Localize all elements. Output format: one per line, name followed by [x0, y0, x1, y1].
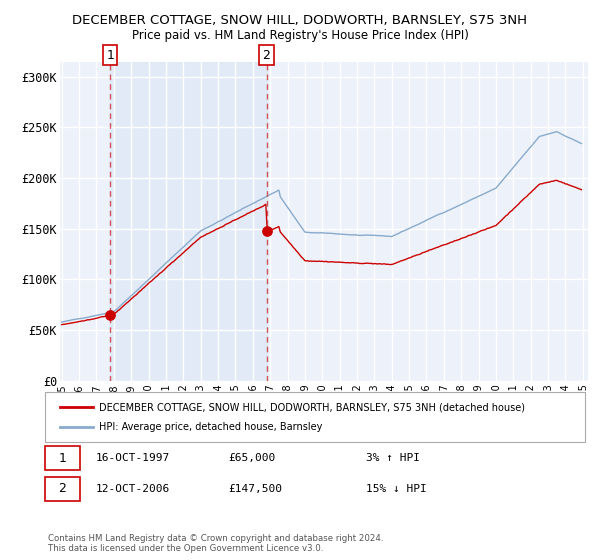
Text: Price paid vs. HM Land Registry's House Price Index (HPI): Price paid vs. HM Land Registry's House … [131, 29, 469, 42]
Text: 2: 2 [58, 482, 67, 496]
Text: HPI: Average price, detached house, Barnsley: HPI: Average price, detached house, Barn… [99, 422, 322, 432]
Point [106, 310, 115, 319]
Text: £147,500: £147,500 [228, 484, 282, 494]
Text: 16-OCT-1997: 16-OCT-1997 [96, 453, 170, 463]
Bar [110, 62, 266, 381]
Text: 15% ↓ HPI: 15% ↓ HPI [366, 484, 427, 494]
Text: £65,000: £65,000 [228, 453, 275, 463]
Text: 1: 1 [106, 49, 114, 62]
Text: DECEMBER COTTAGE, SNOW HILL, DODWORTH, BARNSLEY, S75 3NH: DECEMBER COTTAGE, SNOW HILL, DODWORTH, B… [73, 14, 527, 27]
Text: 2: 2 [263, 49, 271, 62]
Point [262, 227, 271, 236]
Text: 1: 1 [58, 451, 67, 465]
Text: 12-OCT-2006: 12-OCT-2006 [96, 484, 170, 494]
Text: 3% ↑ HPI: 3% ↑ HPI [366, 453, 420, 463]
Text: Contains HM Land Registry data © Crown copyright and database right 2024.
This d: Contains HM Land Registry data © Crown c… [48, 534, 383, 553]
Text: DECEMBER COTTAGE, SNOW HILL, DODWORTH, BARNSLEY, S75 3NH (detached house): DECEMBER COTTAGE, SNOW HILL, DODWORTH, B… [99, 402, 525, 412]
